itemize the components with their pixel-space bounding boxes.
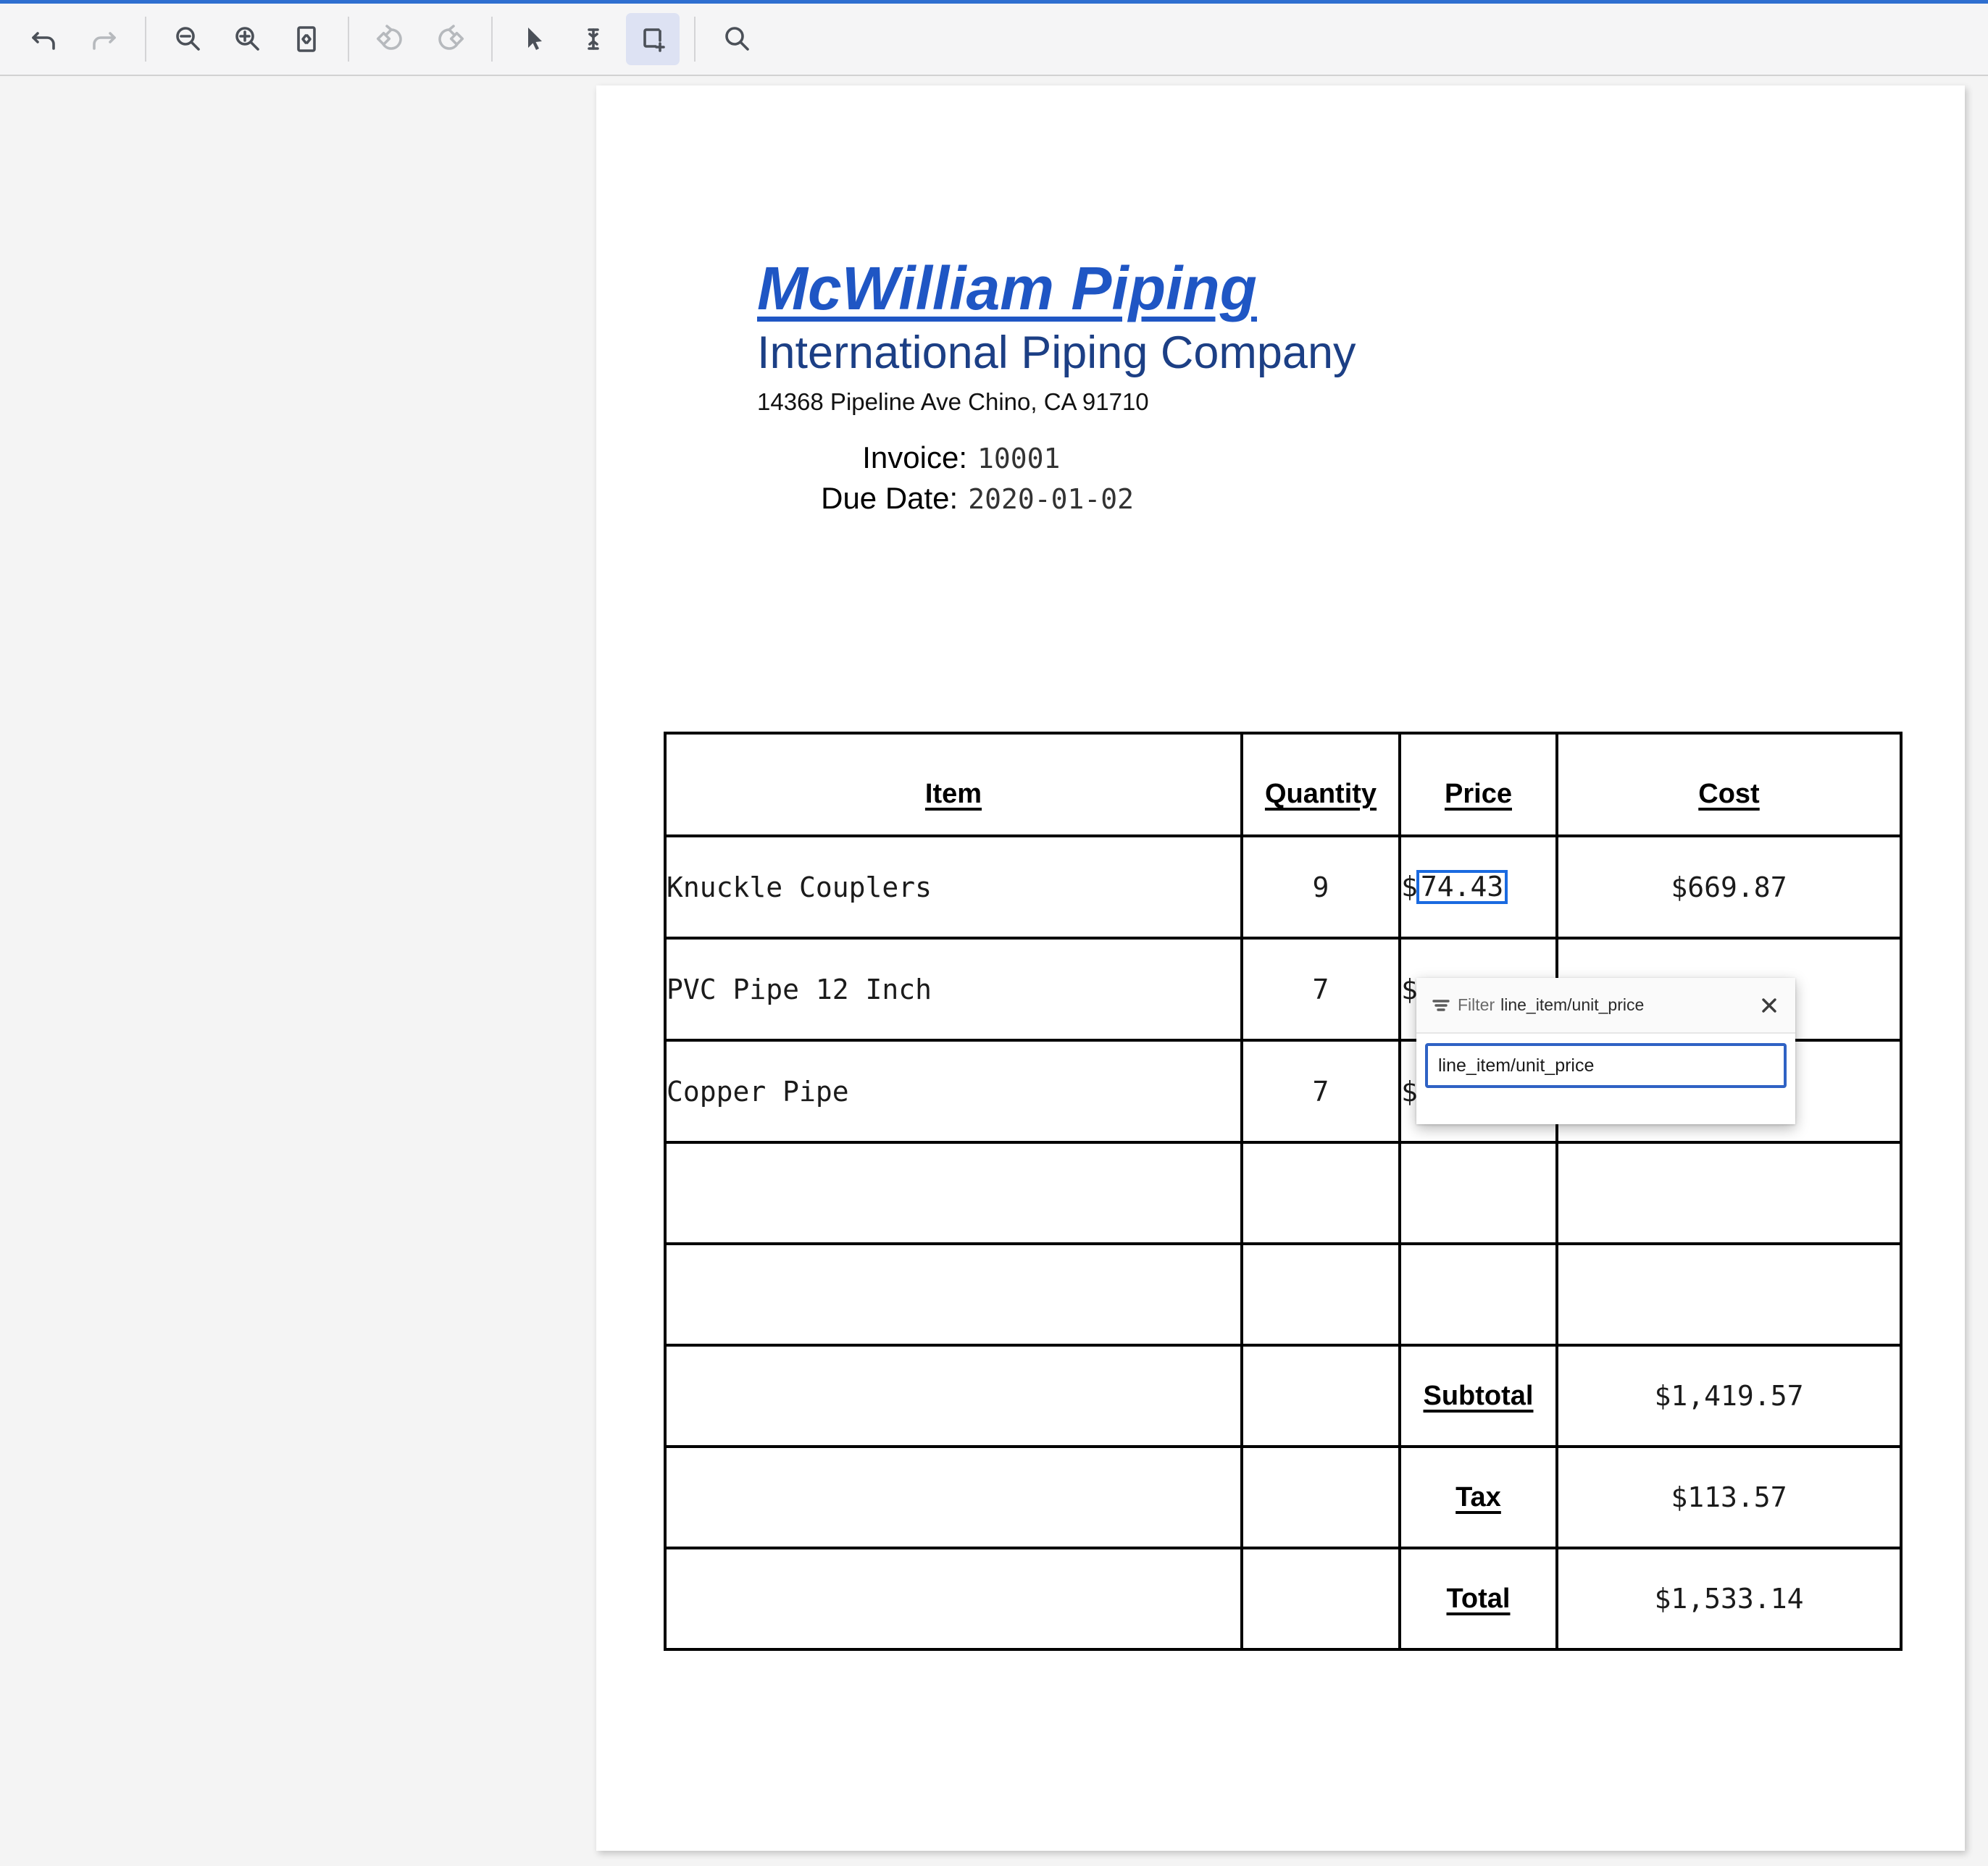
table-row[interactable]: Knuckle Couplers 9 $74.43 $669.87 — [664, 834, 1903, 940]
header-cell-price[interactable]: Price — [1398, 732, 1558, 837]
cell-cost[interactable] — [1555, 1141, 1903, 1245]
fit-width-button[interactable] — [280, 13, 333, 65]
tax-value[interactable]: $113.57 — [1555, 1445, 1903, 1549]
header-label-quantity: Quantity — [1264, 779, 1377, 809]
cell-item[interactable]: PVC Pipe 12 Inch — [664, 937, 1243, 1042]
filter-input[interactable] — [1425, 1043, 1787, 1088]
filter-popup-label: Filter — [1458, 995, 1495, 1014]
rotate-right-button[interactable] — [423, 13, 477, 65]
price-currency: $ — [1401, 973, 1418, 1005]
main-toolbar — [0, 4, 1988, 76]
table-row[interactable] — [664, 1141, 1903, 1245]
header-cell-item[interactable]: Item — [664, 732, 1243, 837]
header-label-price: Price — [1445, 779, 1512, 809]
cell-cost[interactable] — [1555, 1242, 1903, 1347]
cell-price[interactable]: $74.43 — [1398, 834, 1558, 940]
cell-empty — [664, 1547, 1243, 1651]
price-currency: $ — [1401, 1075, 1418, 1108]
cell-quantity[interactable] — [1240, 1141, 1401, 1245]
zoom-out-icon — [171, 22, 204, 56]
toolbar-divider — [491, 17, 493, 62]
table-header-row: Item Quantity Price Cost — [664, 732, 1903, 837]
zoom-in-button[interactable] — [220, 13, 274, 65]
total-value[interactable]: $1,533.14 — [1555, 1547, 1903, 1651]
cell-item[interactable]: Knuckle Couplers — [664, 834, 1243, 940]
rotate-right-icon — [433, 22, 467, 56]
cell-quantity[interactable]: 9 — [1240, 834, 1401, 940]
cell-empty — [1240, 1547, 1401, 1651]
filter-popup[interactable]: Filter line_item/unit_price — [1416, 978, 1795, 1124]
cell-empty — [664, 1344, 1243, 1448]
text-select-button[interactable] — [567, 13, 620, 65]
filter-popup-header: Filter line_item/unit_price — [1416, 978, 1795, 1034]
toolbar-divider — [694, 17, 696, 62]
company-address: 14368 Pipeline Ave Chino, CA 91710 — [757, 388, 1149, 415]
table-totals-row[interactable]: Tax $113.57 — [664, 1445, 1903, 1549]
table-totals-row[interactable]: Subtotal $1,419.57 — [664, 1344, 1903, 1448]
tax-label: Tax — [1398, 1445, 1558, 1549]
document-page[interactable]: McWilliam Piping International Piping Co… — [596, 85, 1965, 1851]
undo-button[interactable] — [17, 13, 71, 65]
invoice-number-row: Invoice: 10001 — [757, 440, 1134, 475]
cell-item[interactable] — [664, 1242, 1243, 1347]
invoice-table: Item Quantity Price Cost Knuckle Coupler… — [664, 732, 1903, 1651]
filter-popup-field-name: line_item/unit_price — [1500, 995, 1645, 1014]
invoice-meta: Invoice: 10001 Due Date: 2020-01-02 — [757, 440, 1134, 522]
search-button[interactable] — [710, 13, 764, 65]
cell-quantity[interactable]: 7 — [1240, 937, 1401, 1042]
due-date-row: Due Date: 2020-01-02 — [757, 481, 1134, 516]
cell-quantity[interactable]: 7 — [1240, 1039, 1401, 1144]
zoom-out-button[interactable] — [161, 13, 214, 65]
cell-empty — [1240, 1445, 1401, 1549]
toolbar-divider — [145, 17, 146, 62]
table-row[interactable] — [664, 1242, 1903, 1347]
invoice-number-label: Invoice: — [862, 440, 967, 474]
subtotal-value[interactable]: $1,419.57 — [1555, 1344, 1903, 1448]
invoice-number-value: 10001 — [977, 443, 1061, 474]
due-date-value: 2020-01-02 — [968, 483, 1134, 515]
header-cell-quantity[interactable]: Quantity — [1240, 732, 1401, 837]
cell-cost[interactable]: $669.87 — [1555, 834, 1903, 940]
cell-item[interactable]: Copper Pipe — [664, 1039, 1243, 1144]
cell-quantity[interactable] — [1240, 1242, 1401, 1347]
window-accent-bar — [0, 0, 1988, 4]
rotate-left-button[interactable] — [364, 13, 417, 65]
fit-width-icon — [290, 22, 323, 56]
add-region-icon — [636, 22, 669, 56]
price-currency: $ — [1401, 870, 1418, 903]
company-title: McWilliam Piping — [757, 254, 1257, 322]
select-tool-button[interactable] — [507, 13, 561, 65]
price-wrapper: $ — [1401, 974, 1418, 1005]
rotate-left-icon — [374, 22, 407, 56]
cell-price[interactable] — [1398, 1141, 1558, 1245]
search-icon — [720, 22, 753, 56]
cell-empty — [1240, 1344, 1401, 1448]
toolbar-divider — [348, 17, 349, 62]
undo-icon — [28, 22, 61, 56]
cell-item[interactable] — [664, 1141, 1243, 1245]
document-canvas[interactable]: McWilliam Piping International Piping Co… — [0, 78, 1988, 1866]
price-wrapper: $74.43 — [1401, 869, 1508, 905]
due-date-label: Due Date: — [821, 481, 958, 515]
add-region-button[interactable] — [626, 13, 680, 65]
company-subtitle: International Piping Company — [757, 327, 1356, 378]
subtotal-label: Subtotal — [1398, 1344, 1558, 1448]
cell-price[interactable] — [1398, 1242, 1558, 1347]
filter-icon — [1432, 999, 1450, 1011]
header-label-cost: Cost — [1698, 779, 1760, 809]
table-totals-row[interactable]: Total $1,533.14 — [664, 1547, 1903, 1651]
header-cell-cost[interactable]: Cost — [1555, 732, 1903, 837]
redo-button[interactable] — [77, 13, 130, 65]
total-label: Total — [1398, 1547, 1558, 1651]
filter-popup-body — [1416, 1034, 1795, 1088]
redo-icon — [87, 22, 120, 56]
close-icon[interactable] — [1756, 992, 1782, 1018]
price-selection-box[interactable]: 74.43 — [1416, 869, 1508, 905]
text-cursor-icon — [577, 22, 610, 56]
cursor-arrow-icon — [517, 22, 551, 56]
zoom-in-icon — [230, 22, 264, 56]
cell-empty — [664, 1445, 1243, 1549]
header-label-item: Item — [924, 779, 982, 809]
